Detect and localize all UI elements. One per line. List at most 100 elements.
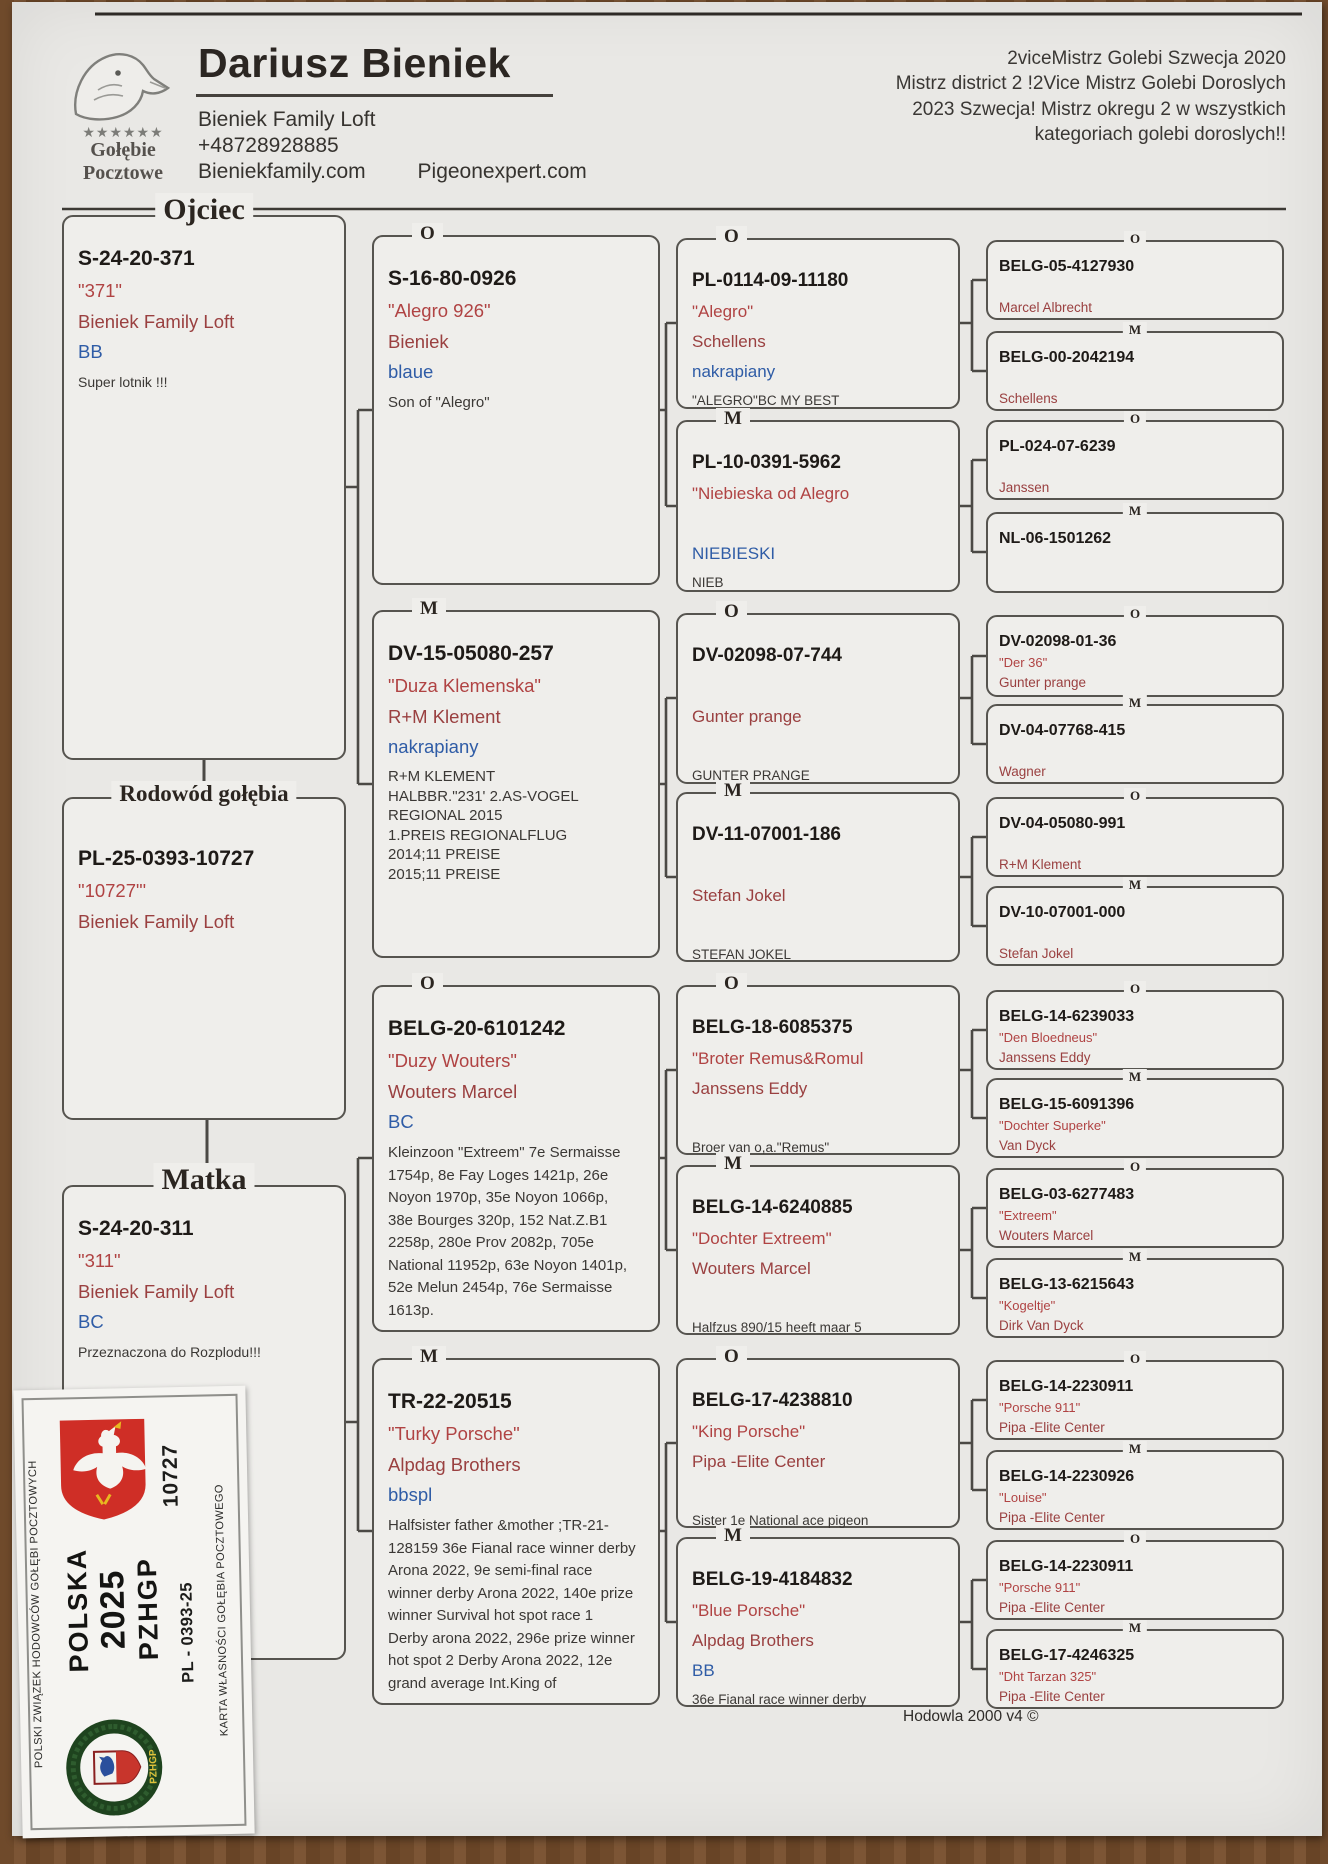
ring-number: DV-04-07768-415	[999, 722, 1126, 739]
subject-label: Rodowód gołębia	[111, 781, 297, 807]
breeder-name: Dariusz Bieniek	[196, 40, 553, 97]
owner-name: Gunter prange	[999, 675, 1087, 690]
pigeon-name	[999, 926, 1274, 946]
gen4-box-6: O DV-04-05080-991 R+M Klement	[986, 788, 1284, 877]
stamp-country-block: POLSKA 2025 PZHGP	[61, 1522, 171, 1696]
ring-number: TR-22-20515	[388, 1390, 512, 1413]
sex-tag: M	[1122, 503, 1148, 519]
pigeon-name: "10727"'	[78, 880, 147, 901]
sex-tag: O	[412, 223, 443, 245]
gen4-box-11: M BELG-13-6215643 "Kogeltje" Dirk Van Dy…	[986, 1249, 1284, 1338]
note-text: Halfsister father &mother ;TR-21-128159 …	[388, 1517, 636, 1692]
owner-name: Schellens	[999, 391, 1058, 406]
owner-name: Pipa -Elite Center	[999, 1510, 1105, 1525]
gen4-box-4: O DV-02098-01-36 "Der 36" Gunter prange	[986, 606, 1284, 697]
pigeon-name	[999, 837, 1274, 857]
note-text: NIEB	[692, 575, 724, 590]
pigeon-name	[692, 677, 948, 707]
ring-number: BELG-17-4238810	[692, 1390, 853, 1411]
gen3-box-5: M BELG-14-6240885 "Dochter Extreem" Wout…	[676, 1153, 960, 1335]
pigeon-name: "Dht Tarzan 325"	[999, 1669, 1097, 1684]
achievements-text: 2viceMistrz Golebi Szwecja 2020 Mistrz d…	[895, 48, 1286, 145]
owner-name: Janssens Eddy	[692, 1079, 808, 1098]
owner-name: Wouters Marcel	[388, 1081, 518, 1102]
owner-name	[999, 572, 1274, 592]
sex-tag: O	[412, 973, 443, 995]
website-1: Bieniekfamily.com	[198, 160, 366, 183]
gen3-box-1: M PL-10-0391-5962 "Niebieska od Alegro N…	[676, 408, 960, 592]
subject-box: Rodowód gołębia PL-25-0393-10727 "10727"…	[62, 781, 346, 1120]
color-code	[692, 1109, 948, 1140]
owner-name: Bieniek Family Loft	[78, 311, 235, 332]
owner-name: Pipa -Elite Center	[692, 1452, 826, 1471]
color-code: bbspl	[388, 1484, 433, 1505]
pigeon-name: "Porsche 911"	[999, 1400, 1081, 1415]
gen4-box-14: O BELG-14-2230911 "Porsche 911" Pipa -El…	[986, 1531, 1284, 1620]
ring-number: PL-10-0391-5962	[692, 452, 841, 473]
sex-tag: M	[412, 598, 446, 620]
ring-number: BELG-18-6085375	[692, 1017, 853, 1038]
gen4-box-12: O BELG-14-2230911 "Porsche 911" Pipa -El…	[986, 1351, 1284, 1440]
note-text: R+M KLEMENT HALBBR."231' 2.AS-VOGEL REGI…	[388, 768, 579, 883]
sex-tag: O	[716, 601, 747, 623]
note-text: Broer van o,a."Remus"	[692, 1140, 830, 1155]
ring-number: BELG-17-4246325	[999, 1647, 1135, 1664]
pigeon-name: "Den Bloedneus"	[999, 1030, 1098, 1045]
ring-number: PL-25-0393-10727	[78, 847, 255, 870]
owner-name: Stefan Jokel	[692, 886, 786, 905]
ring-number: BELG-00-2042194	[999, 349, 1135, 366]
sex-tag: M	[716, 1153, 750, 1175]
pigeon-name: "Blue Porsche"	[692, 1601, 806, 1620]
pzhgp-seal-icon: PZHGP	[66, 1719, 163, 1816]
sex-tag: M	[1122, 1441, 1148, 1457]
note-text: Kleinzoon "Extreem" 7e Sermaisse 1754p, …	[388, 1144, 628, 1319]
owner-name: Van Dyck	[999, 1138, 1056, 1153]
gen3-box-4: O BELG-18-6085375 "Broter Remus&Romul Ja…	[676, 973, 960, 1155]
pigeon-name	[692, 856, 948, 886]
pigeon-name	[999, 744, 1274, 764]
gen4-box-13: M BELG-14-2230926 "Louise" Pipa -Elite C…	[986, 1441, 1284, 1530]
ring-number: S-24-20-311	[78, 1217, 194, 1240]
color-code: BC	[78, 1311, 104, 1332]
pigeon-name: "Broter Remus&Romul	[692, 1049, 864, 1068]
ring-number: DV-04-05080-991	[999, 815, 1126, 832]
note-text: Przeznaczona do Rozplodu!!!	[78, 1344, 261, 1360]
gen3-box-7: M BELG-19-4184832 "Blue Porsche" Alpdag …	[676, 1525, 960, 1707]
pigeon-name: "Duza Klemenska"	[388, 675, 541, 696]
logo-caption-line1: Gołębie	[90, 139, 156, 161]
ring-number: BELG-19-4184832	[692, 1569, 853, 1590]
gen4-box-15: M BELG-17-4246325 "Dht Tarzan 325" Pipa …	[986, 1620, 1284, 1709]
ring-number: S-24-20-371	[78, 247, 195, 270]
ring-number: BELG-03-6277483	[999, 1186, 1135, 1203]
owner-name: Pipa -Elite Center	[999, 1420, 1105, 1435]
note-text: Sister 1e National ace pigeon	[692, 1513, 869, 1528]
ring-number: DV-10-07001-000	[999, 904, 1126, 921]
pigeon-name: "Duzy Wouters"	[388, 1050, 517, 1071]
owner-name: Gunter prange	[692, 707, 802, 726]
sex-tag: O	[1123, 981, 1147, 997]
note-text: Son of "Alegro"	[388, 394, 490, 411]
pigeon-name: "Dochter Superke"	[999, 1118, 1106, 1133]
gen2-box-1: M DV-15-05080-257 "Duza Klemenska" R+M K…	[372, 598, 660, 958]
gen4-box-8: O BELG-14-6239033 "Den Bloedneus" Jansse…	[986, 981, 1284, 1070]
sex-tag: O	[716, 973, 747, 995]
stamp-year: 2025	[93, 1569, 133, 1650]
owner-name: Pipa -Elite Center	[999, 1689, 1105, 1704]
gen4-box-5: M DV-04-07768-415 Wagner	[986, 695, 1284, 784]
pigeon-name: "Niebieska od Alegro	[692, 484, 850, 503]
ring-number: BELG-05-4127930	[999, 258, 1135, 275]
ring-number: BELG-14-2230926	[999, 1468, 1135, 1485]
sex-tag: M	[1122, 1620, 1148, 1636]
seal-org-text: PZHGP	[148, 1749, 160, 1784]
note-text: "ALEGRO"BC MY BEST	[692, 393, 840, 408]
pigeon-name	[999, 280, 1274, 300]
owner-name: Wouters Marcel	[692, 1259, 811, 1278]
color-code: BC	[388, 1111, 414, 1132]
gen4-box-9: M BELG-15-6091396 "Dochter Superke" Van …	[986, 1069, 1284, 1158]
owner-name: Bieniek	[388, 331, 449, 352]
owner-name: Janssens Eddy	[999, 1050, 1091, 1065]
sex-tag: O	[1123, 606, 1147, 622]
sex-tag: O	[1123, 788, 1147, 804]
